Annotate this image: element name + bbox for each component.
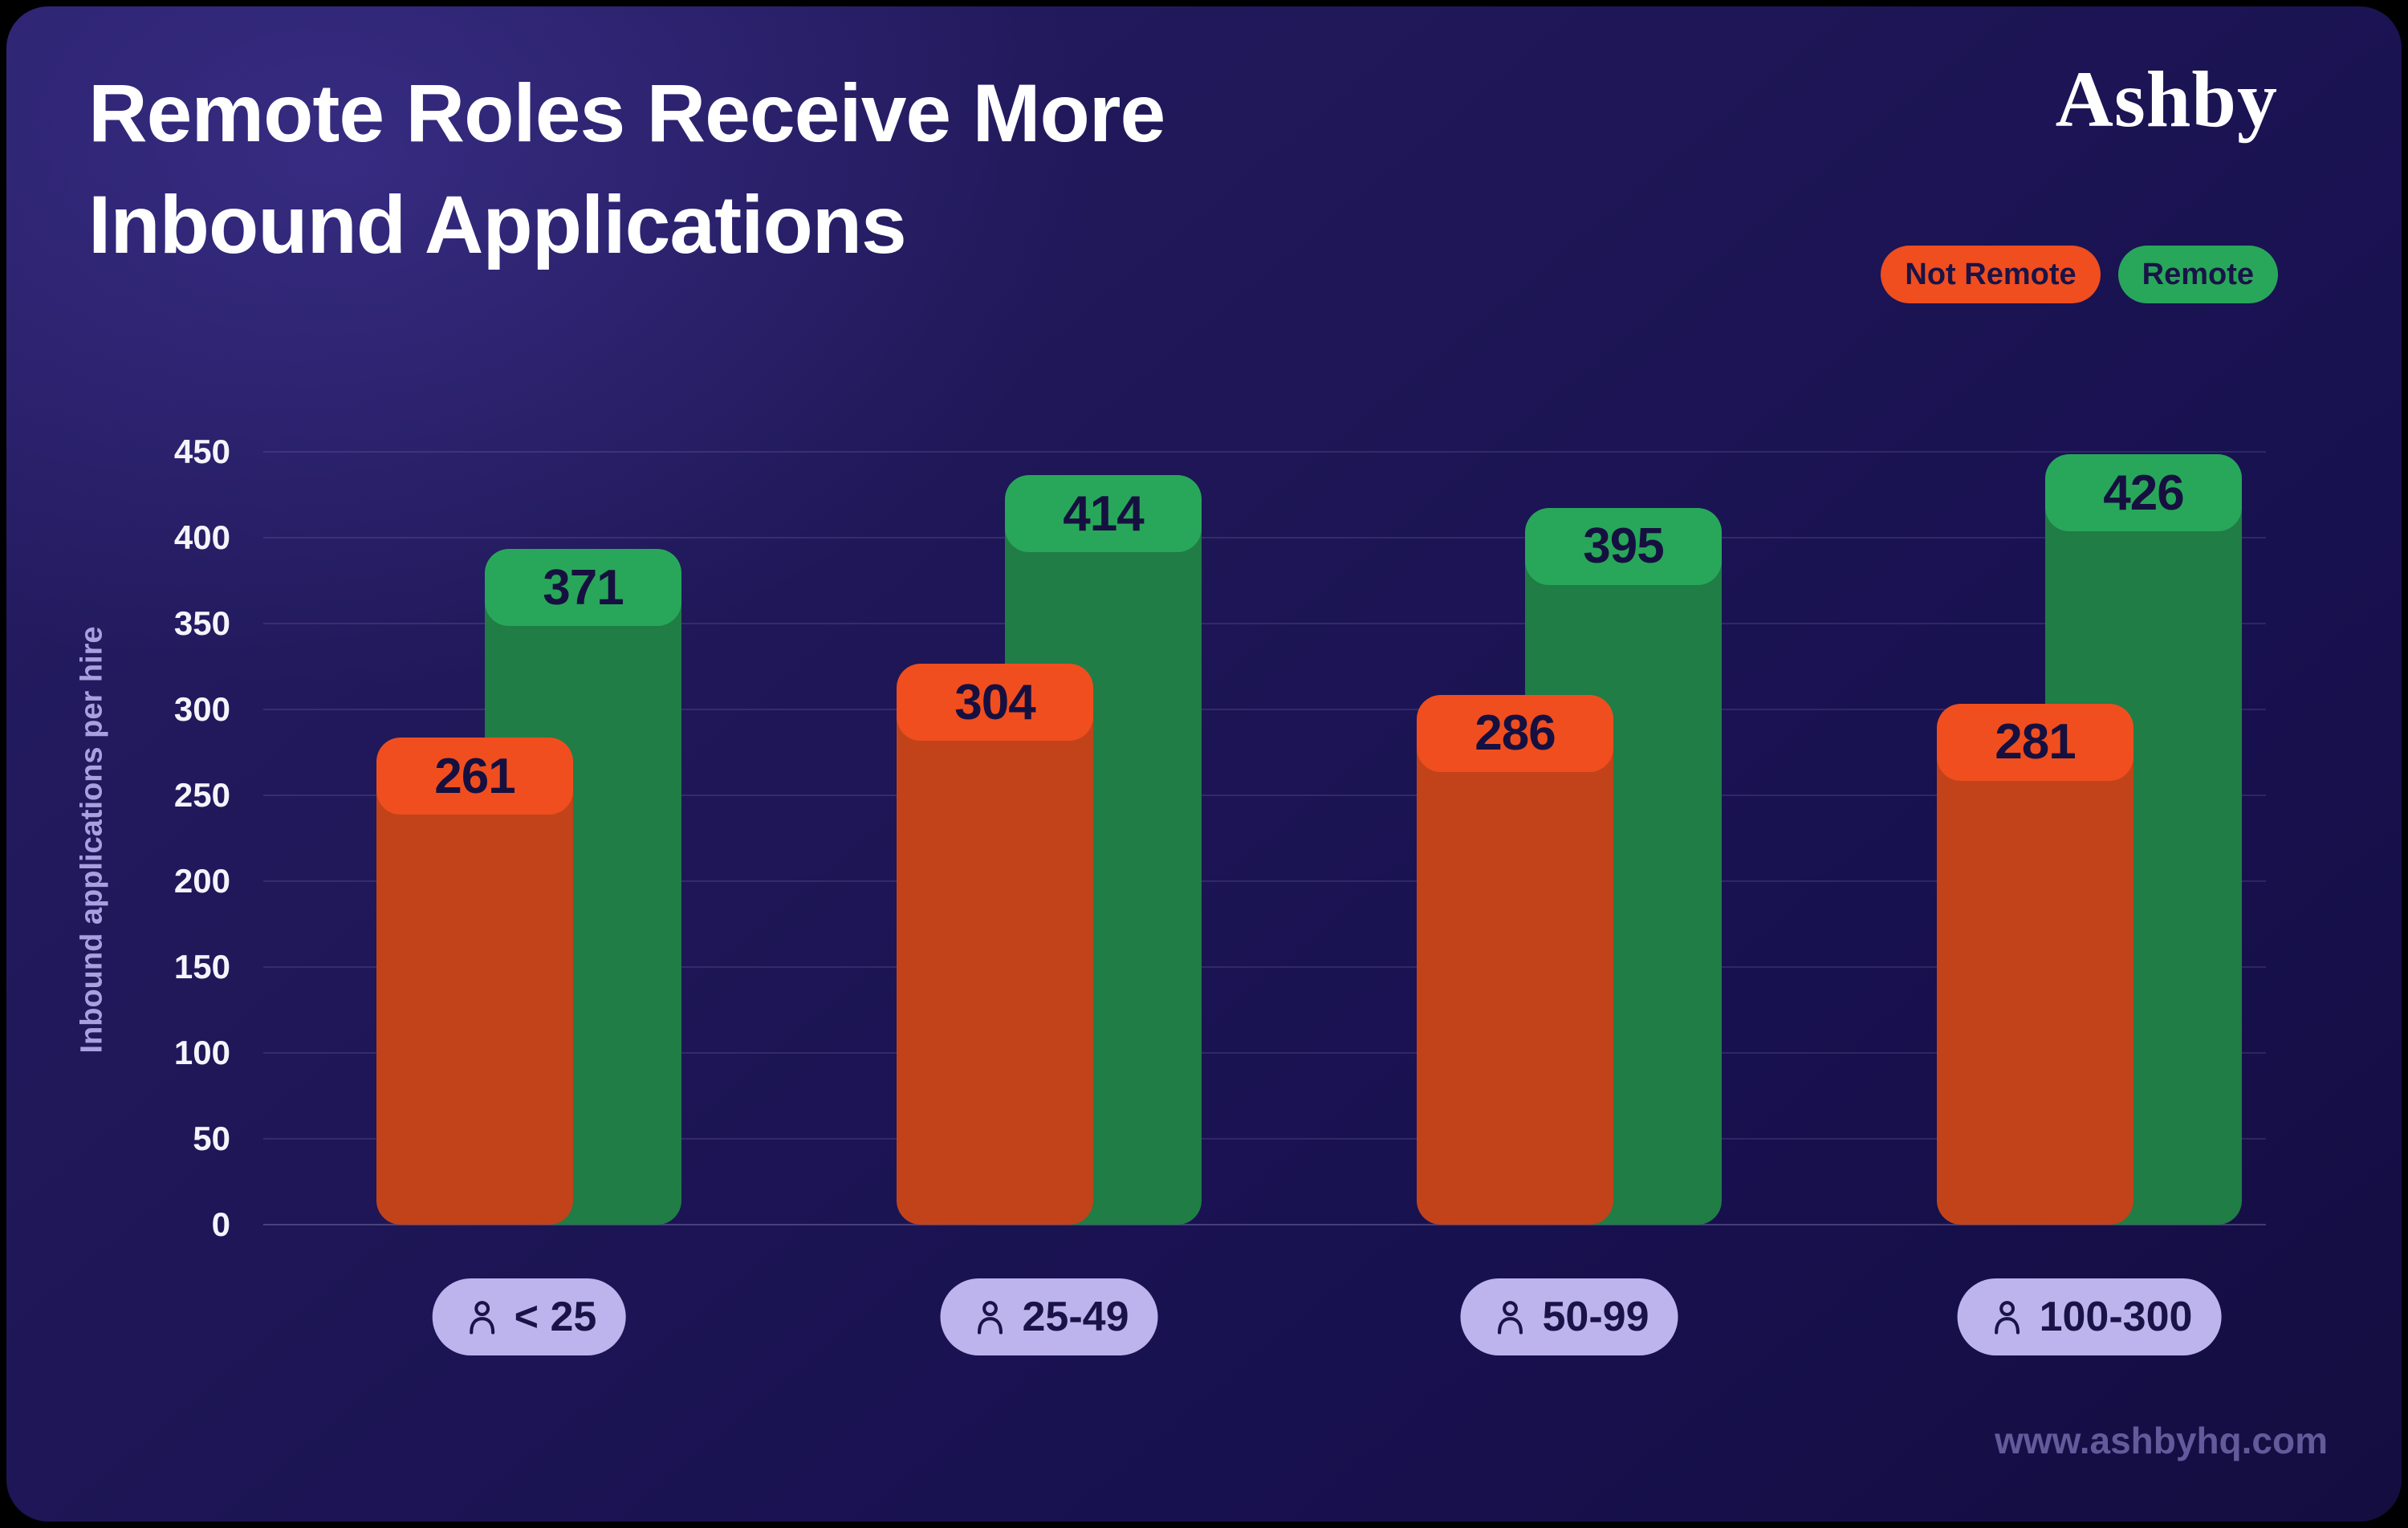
gridline-200	[263, 880, 2266, 882]
person-icon	[978, 1301, 1003, 1335]
person-icon	[1995, 1301, 2020, 1335]
y-tick-label-50: 50	[193, 1120, 230, 1157]
bar-value-label: 414	[1005, 475, 1202, 553]
bar-not-remote-1: 304	[897, 664, 1093, 1225]
title-line-1: Remote Roles Receive More	[88, 67, 1165, 159]
y-tick-label-400: 400	[173, 518, 230, 556]
bar-body	[1937, 742, 2133, 1225]
gridline-300	[263, 709, 2266, 710]
y-tick-label-100: 100	[173, 1034, 230, 1071]
category-pill-0: < 25	[432, 1278, 626, 1355]
bar-body	[897, 702, 1093, 1225]
gridline-100	[263, 1052, 2266, 1054]
bar-value-label: 371	[485, 549, 681, 627]
y-tick-label-150: 150	[173, 948, 230, 985]
category-pill-2: 50-99	[1460, 1278, 1678, 1355]
gridline-450	[263, 451, 2266, 453]
page-title: Remote Roles Receive More Inbound Applic…	[88, 58, 1165, 280]
bar-body	[376, 776, 573, 1225]
bar-not-remote-3: 281	[1937, 703, 2133, 1225]
category-pill-3: 100-300	[1957, 1278, 2222, 1355]
y-tick-label-450: 450	[173, 433, 230, 470]
legend-pill-not-remote: Not Remote	[1881, 246, 2101, 303]
category-label: 50-99	[1542, 1294, 1649, 1340]
y-tick-label-200: 200	[173, 862, 230, 900]
person-icon	[470, 1301, 495, 1335]
bar-not-remote-2: 286	[1417, 694, 1613, 1225]
bar-body	[1417, 733, 1613, 1225]
y-tick-label-350: 350	[173, 604, 230, 642]
category-label: 100-300	[2039, 1294, 2193, 1340]
bar-value-label: 261	[376, 738, 573, 815]
y-tick-label-0: 0	[211, 1205, 230, 1243]
bar-not-remote-0: 261	[376, 738, 573, 1225]
bar-value-label: 304	[897, 664, 1093, 742]
y-axis-title: Inbound applications per hire	[75, 626, 109, 1054]
title-line-2: Inbound Applications	[88, 178, 907, 270]
gridline-0	[263, 1224, 2266, 1225]
y-tick-label-250: 250	[173, 776, 230, 814]
gridline-250	[263, 794, 2266, 796]
gridline-50	[263, 1138, 2266, 1140]
category-label: 25-49	[1022, 1294, 1129, 1340]
gridline-400	[263, 537, 2266, 538]
chart-legend: Not Remote Remote	[1881, 246, 2278, 303]
person-icon	[1498, 1301, 1523, 1335]
gridline-350	[263, 623, 2266, 624]
footer-url-link[interactable]: www.ashbyhq.com	[1995, 1420, 2328, 1461]
category-pill-1: 25-49	[940, 1278, 1158, 1355]
legend-pill-remote: Remote	[2117, 246, 2278, 303]
gridline-150	[263, 966, 2266, 968]
y-tick-label-300: 300	[173, 690, 230, 728]
bar-value-label: 281	[1937, 703, 2133, 781]
bar-value-label: 286	[1417, 694, 1613, 772]
bar-value-label: 426	[2045, 454, 2242, 532]
ashby-logo: Ashby	[2055, 55, 2278, 144]
category-label: < 25	[514, 1294, 597, 1340]
bar-value-label: 395	[1525, 507, 1722, 585]
